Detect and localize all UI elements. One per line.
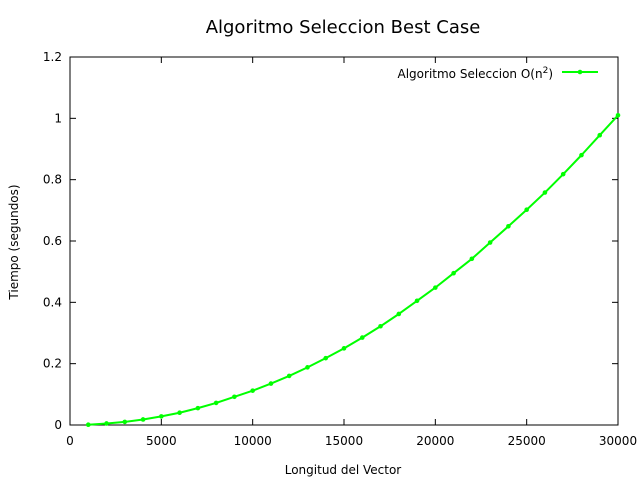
series-line xyxy=(88,114,619,426)
x-tick-label: 5000 xyxy=(146,434,177,448)
legend-label: Algoritmo Seleccion O(n2) xyxy=(398,66,553,81)
data-point xyxy=(305,365,310,370)
data-point xyxy=(323,355,329,361)
y-axis-label: Tiempo (segundos) xyxy=(7,184,21,300)
x-axis-label: Longitud del Vector xyxy=(285,463,402,477)
x-tick-label: 0 xyxy=(66,434,74,448)
data-point xyxy=(85,422,91,427)
data-point xyxy=(542,190,548,195)
x-tick-label: 20000 xyxy=(416,434,454,448)
data-point xyxy=(122,419,128,425)
data-point xyxy=(268,381,274,386)
chart-title: Algoritmo Seleccion Best Case xyxy=(206,17,481,38)
y-tick-label: 0.6 xyxy=(43,234,62,248)
data-point xyxy=(396,311,402,317)
data-point xyxy=(506,223,511,229)
data-point xyxy=(140,417,146,422)
y-tick-label: 0.4 xyxy=(43,295,62,309)
y-tick-label: 1.2 xyxy=(43,50,62,64)
legend-label-superscript: 2 xyxy=(543,66,549,76)
x-tick-label: 30000 xyxy=(599,434,637,448)
data-point xyxy=(560,171,566,177)
data-point xyxy=(177,410,182,416)
data-point xyxy=(195,405,201,411)
legend-marker-swatch xyxy=(577,69,583,75)
y-tick-label: 0.8 xyxy=(43,173,62,187)
data-point xyxy=(286,373,292,379)
data-point xyxy=(451,270,456,276)
y-tick-label: 1 xyxy=(54,111,62,125)
y-tick-label: 0 xyxy=(54,418,62,432)
x-tick-label: 15000 xyxy=(325,434,363,448)
data-point xyxy=(615,112,621,118)
series-group xyxy=(85,112,621,427)
data-point xyxy=(579,152,584,158)
data-point xyxy=(487,240,493,245)
data-point xyxy=(159,414,164,419)
x-tick-label: 10000 xyxy=(234,434,272,448)
data-point xyxy=(597,132,603,138)
axis-ticks: 0 5000 10000 15000 20000 25000 30000 0 0.2 0.4 0.6… xyxy=(43,50,637,448)
data-point xyxy=(341,346,347,351)
data-point xyxy=(232,394,237,400)
data-point xyxy=(213,400,219,406)
data-point xyxy=(524,207,529,213)
x-tick-label: 25000 xyxy=(508,434,546,448)
data-point xyxy=(359,335,365,340)
legend: Algoritmo Seleccion O(n2) xyxy=(398,66,598,81)
data-point xyxy=(250,388,255,393)
data-point xyxy=(414,298,420,304)
data-point xyxy=(104,421,109,426)
plot-frame xyxy=(69,56,619,426)
legend-label-base: Algoritmo Seleccion O(n xyxy=(398,67,543,81)
legend-label-tail: ) xyxy=(548,67,553,81)
y-tick-label: 0.2 xyxy=(43,357,62,371)
data-point xyxy=(433,285,438,290)
data-point xyxy=(378,323,383,329)
data-point xyxy=(469,256,475,262)
